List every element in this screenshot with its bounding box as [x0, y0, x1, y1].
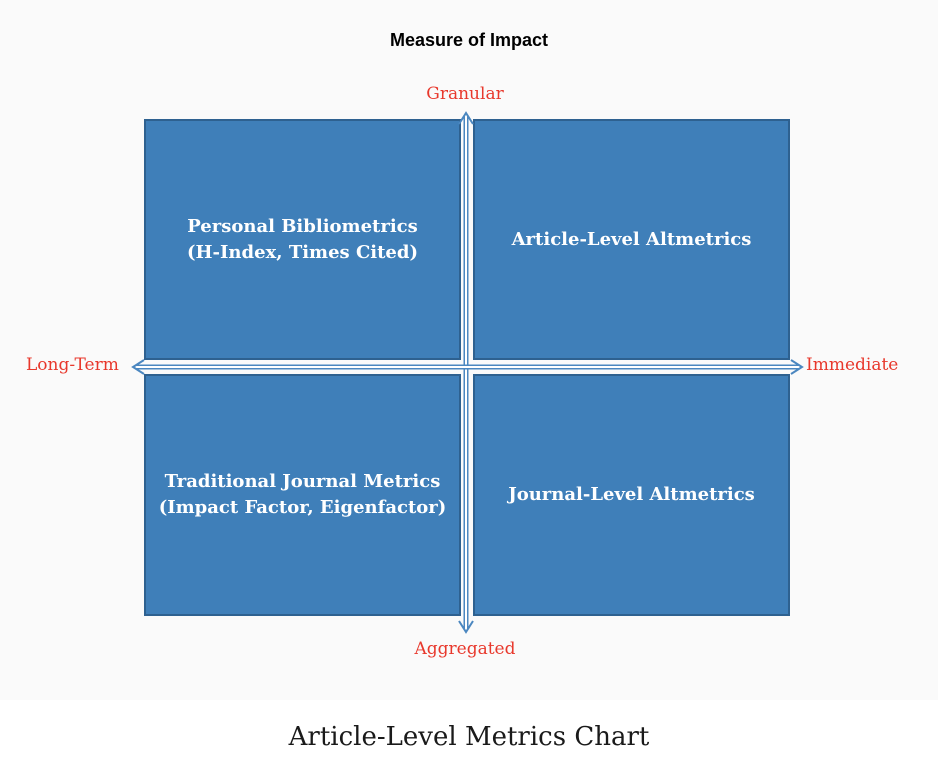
quadrant-text: Journal-Level Altmetrics: [498, 482, 765, 508]
quadrant-journal-level-altmetrics: Journal-Level Altmetrics: [473, 374, 790, 616]
quadrant-title: Journal-Level Altmetrics: [508, 484, 755, 505]
quadrant-text: Personal Bibliometrics (H-Index, Times C…: [177, 214, 428, 266]
quadrant-subtitle: (H-Index, Times Cited): [187, 241, 418, 263]
quadrant-title: Personal Bibliometrics: [187, 215, 418, 237]
quadrant-article-level-altmetrics: Article-Level Altmetrics: [473, 119, 790, 360]
quadrant-text: Traditional Journal Metrics (Impact Fact…: [149, 469, 457, 521]
quadrant-personal-bibliometrics: Personal Bibliometrics (H-Index, Times C…: [144, 119, 461, 360]
quadrant-text: Article-Level Altmetrics: [502, 227, 762, 253]
axis-label-aggregated: Aggregated: [414, 639, 516, 659]
axes-arrows: [131, 111, 804, 634]
horizontal-axis-arrow: [131, 359, 804, 375]
axis-label-granular: Granular: [426, 84, 504, 104]
figure-caption: Article-Level Metrics Chart: [288, 722, 650, 752]
quadrant-title: Article-Level Altmetrics: [511, 228, 752, 250]
vertical-axis-arrow: [458, 111, 474, 634]
axis-label-long-term: Long-Term: [26, 355, 119, 375]
diagram-title: Measure of Impact: [389, 30, 549, 50]
quadrant-traditional-journal-metrics: Traditional Journal Metrics (Impact Fact…: [144, 374, 461, 616]
axis-label-immediate: Immediate: [806, 355, 899, 375]
quadrant-title: Traditional Journal Metrics: [164, 471, 441, 492]
quadrant-subtitle: (Impact Factor, Eigenfactor): [158, 497, 447, 518]
